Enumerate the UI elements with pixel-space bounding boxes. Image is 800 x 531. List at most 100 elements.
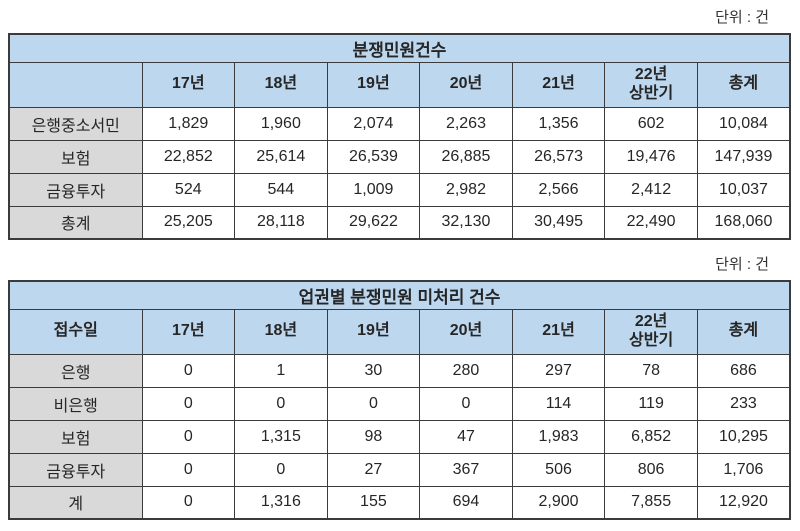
value-cell: 7,855 [604,485,698,520]
value-cell: 25,614 [234,139,328,174]
value-cell: 0 [234,386,328,421]
table-row: 계 0 1,316 155 694 2,900 7,855 12,920 [8,485,791,520]
table-row: 보험 0 1,315 98 47 1,983 6,852 10,295 [8,419,791,454]
value-cell: 147,939 [696,139,791,174]
value-cell: 10,084 [696,106,791,141]
value-cell: 233 [696,386,791,421]
value-cell: 806 [604,452,698,487]
year-column-header: 총계 [696,61,791,108]
row-label: 총계 [8,205,143,240]
value-cell: 30 [326,353,421,388]
value-cell: 1,356 [511,106,606,141]
value-cell: 524 [141,172,236,207]
year-column-header: 21년 [511,308,606,355]
value-cell: 1,316 [234,485,328,520]
row-label: 보험 [8,139,143,174]
row-label: 보험 [8,419,143,454]
value-cell: 280 [419,353,513,388]
value-cell: 1,706 [696,452,791,487]
value-cell: 155 [326,485,421,520]
year-column-header: 19년 [326,308,421,355]
value-cell: 78 [604,353,698,388]
value-cell: 19,476 [604,139,698,174]
value-cell: 602 [604,106,698,141]
row-label: 금융투자 [8,452,143,487]
table-title: 분쟁민원건수 [8,33,791,63]
year-column-header: 22년 상반기 [604,61,698,108]
value-cell: 367 [419,452,513,487]
value-cell: 1,315 [234,419,328,454]
value-cell: 28,118 [234,205,328,240]
year-column-header: 20년 [419,308,513,355]
table-row: 은행 0 1 30 280 297 78 686 [8,353,791,388]
unit-label-top: 단위 : 건 [715,9,769,26]
unprocessed-complaints-by-sector-table: 업권별 분쟁민원 미처리 건수 접수일 17년 18년 19년 20년 21년 22년 상반기… [8,280,791,520]
value-cell: 25,205 [141,205,236,240]
value-cell: 0 [419,386,513,421]
value-cell: 26,573 [511,139,606,174]
value-cell: 26,539 [326,139,421,174]
value-cell: 26,885 [419,139,513,174]
value-cell: 168,060 [696,205,791,240]
value-cell: 1,829 [141,106,236,141]
year-column-header: 총계 [696,308,791,355]
value-cell: 6,852 [604,419,698,454]
row-label: 은행중소서민 [8,106,143,141]
value-cell: 32,130 [419,205,513,240]
value-cell: 0 [141,485,236,520]
dispute-complaints-table: 분쟁민원건수 17년 18년 19년 20년 21년 22년 상반기 총계 은행중소서민 1,82… [8,33,791,240]
value-cell: 0 [234,452,328,487]
table-row: 은행중소서민 1,829 1,960 2,074 2,263 1,356 602 10,084 [8,106,791,141]
label-column-header [8,61,143,108]
label-column-header: 접수일 [8,308,143,355]
value-cell: 12,920 [696,485,791,520]
value-cell: 1,983 [511,419,606,454]
value-cell: 119 [604,386,698,421]
year-column-header: 17년 [141,61,236,108]
value-cell: 2,263 [419,106,513,141]
value-cell: 694 [419,485,513,520]
value-cell: 0 [141,419,236,454]
table-row: 금융투자 0 0 27 367 506 806 1,706 [8,452,791,487]
row-label: 은행 [8,353,143,388]
table-row: 금융투자 524 544 1,009 2,982 2,566 2,412 10,037 [8,172,791,207]
year-column-header: 17년 [141,308,236,355]
year-column-header: 21년 [511,61,606,108]
table-row: 보험 22,852 25,614 26,539 26,885 26,573 19,476 14… [8,139,791,174]
value-cell: 2,982 [419,172,513,207]
value-cell: 506 [511,452,606,487]
year-column-header: 19년 [326,61,421,108]
value-cell: 2,900 [511,485,606,520]
value-cell: 1,960 [234,106,328,141]
value-cell: 0 [141,353,236,388]
value-cell: 544 [234,172,328,207]
value-cell: 30,495 [511,205,606,240]
value-cell: 10,037 [696,172,791,207]
value-cell: 98 [326,419,421,454]
value-cell: 686 [696,353,791,388]
row-label: 계 [8,485,143,520]
year-column-header: 18년 [234,308,328,355]
unit-label-bottom: 단위 : 건 [715,256,769,273]
table-row: 총계 25,205 28,118 29,622 32,130 30,495 22,490 16… [8,205,791,240]
table-row: 비은행 0 0 0 0 114 119 233 [8,386,791,421]
value-cell: 2,566 [511,172,606,207]
value-cell: 22,490 [604,205,698,240]
value-cell: 29,622 [326,205,421,240]
value-cell: 0 [141,386,236,421]
row-label: 금융투자 [8,172,143,207]
value-cell: 114 [511,386,606,421]
table-title: 업권별 분쟁민원 미처리 건수 [8,280,791,310]
value-cell: 1 [234,353,328,388]
value-cell: 2,074 [326,106,421,141]
year-column-header: 22년 상반기 [604,308,698,355]
value-cell: 27 [326,452,421,487]
row-label: 비은행 [8,386,143,421]
value-cell: 47 [419,419,513,454]
value-cell: 0 [326,386,421,421]
year-column-header: 20년 [419,61,513,108]
value-cell: 10,295 [696,419,791,454]
year-column-header: 18년 [234,61,328,108]
value-cell: 1,009 [326,172,421,207]
